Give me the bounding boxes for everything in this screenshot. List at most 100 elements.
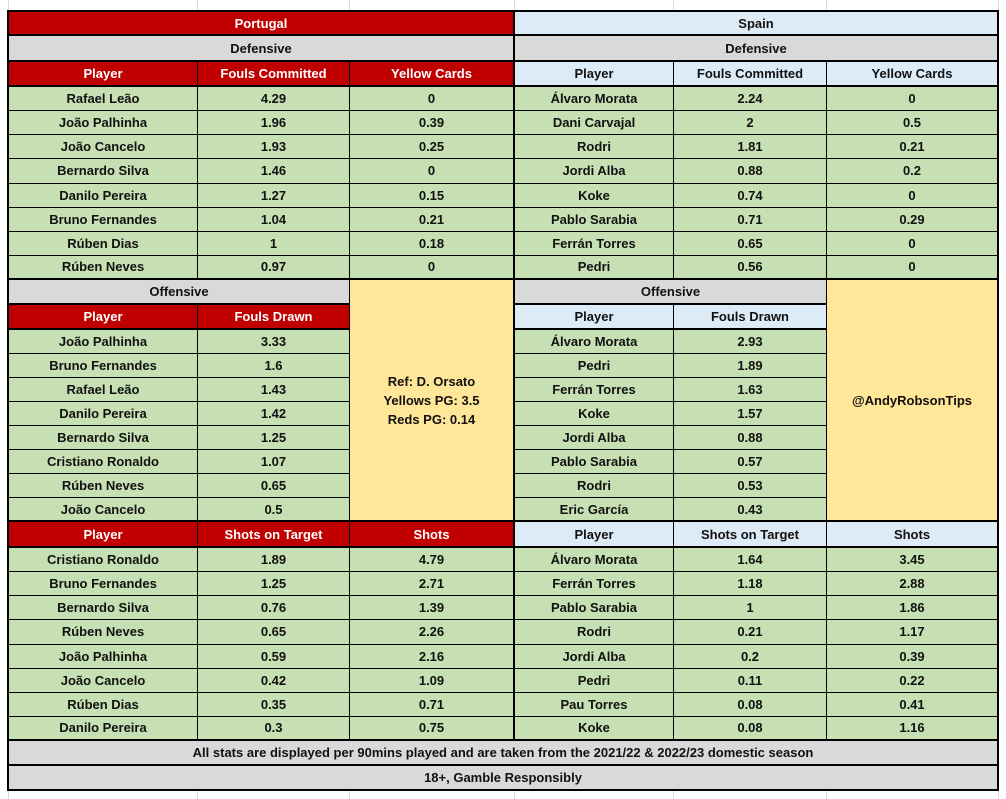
- section-label-offensive[interactable]: Offensive: [515, 280, 827, 305]
- shots-on-target-cell[interactable]: 0.11: [674, 668, 827, 693]
- referee-info-box[interactable]: Ref: D. Orsato Yellows PG: 3.5 Reds PG: …: [350, 280, 515, 522]
- player-name-cell[interactable]: Danilo Pereira: [9, 402, 198, 426]
- stats-footnote[interactable]: All stats are displayed per 90mins playe…: [9, 741, 999, 766]
- section-label-defensive[interactable]: Defensive: [515, 36, 999, 62]
- player-name-cell[interactable]: Pablo Sarabia: [515, 450, 674, 474]
- shots-on-target-cell[interactable]: 1.64: [674, 548, 827, 573]
- yellow-cards-cell[interactable]: 0.5: [827, 111, 999, 136]
- yellow-cards-cell[interactable]: 0: [827, 255, 999, 280]
- shots-on-target-cell[interactable]: 0.59: [198, 644, 350, 669]
- player-name-cell[interactable]: Bruno Fernandes: [9, 354, 198, 378]
- yellow-cards-cell[interactable]: 0: [350, 255, 515, 280]
- player-name-cell[interactable]: Ferrán Torres: [515, 378, 674, 402]
- shots-on-target-cell[interactable]: 1.25: [198, 572, 350, 597]
- player-name-cell[interactable]: Rúben Neves: [9, 620, 198, 645]
- shots-cell[interactable]: 4.79: [350, 548, 515, 573]
- shots-cell[interactable]: 3.45: [827, 548, 999, 573]
- player-name-cell[interactable]: Rafael Leão: [9, 87, 198, 112]
- shots-cell[interactable]: 1.39: [350, 596, 515, 621]
- shots-on-target-cell[interactable]: 1.18: [674, 572, 827, 597]
- player-name-cell[interactable]: Pablo Sarabia: [515, 207, 674, 232]
- column-header-player[interactable]: Player: [515, 305, 674, 330]
- shots-cell[interactable]: 2.26: [350, 620, 515, 645]
- column-header-shots[interactable]: Shots: [827, 522, 999, 548]
- fouls-committed-cell[interactable]: 0.71: [674, 207, 827, 232]
- yellow-cards-cell[interactable]: 0.2: [827, 159, 999, 184]
- fouls-drawn-cell[interactable]: 0.65: [198, 474, 350, 498]
- player-name-cell[interactable]: Bruno Fernandes: [9, 207, 198, 232]
- shots-on-target-cell[interactable]: 1.89: [198, 548, 350, 573]
- shots-cell[interactable]: 2.16: [350, 644, 515, 669]
- player-name-cell[interactable]: Álvaro Morata: [515, 548, 674, 573]
- column-header-shots-on-target[interactable]: Shots on Target: [674, 522, 827, 548]
- fouls-committed-cell[interactable]: 4.29: [198, 87, 350, 112]
- yellow-cards-cell[interactable]: 0: [827, 231, 999, 256]
- section-label-defensive[interactable]: Defensive: [9, 36, 515, 62]
- shots-on-target-cell[interactable]: 0.76: [198, 596, 350, 621]
- fouls-committed-cell[interactable]: 1.96: [198, 111, 350, 136]
- fouls-committed-cell[interactable]: 2.24: [674, 87, 827, 112]
- column-header-fouls-drawn[interactable]: Fouls Drawn: [674, 305, 827, 330]
- player-name-cell[interactable]: João Palhinha: [9, 330, 198, 354]
- fouls-drawn-cell[interactable]: 1.25: [198, 426, 350, 450]
- shots-cell[interactable]: 1.86: [827, 596, 999, 621]
- column-header-shots-on-target[interactable]: Shots on Target: [198, 522, 350, 548]
- player-name-cell[interactable]: Dani Carvajal: [515, 111, 674, 136]
- column-header-yellow-cards[interactable]: Yellow Cards: [350, 62, 515, 87]
- fouls-committed-cell[interactable]: 0.56: [674, 255, 827, 280]
- fouls-drawn-cell[interactable]: 1.07: [198, 450, 350, 474]
- player-name-cell[interactable]: João Palhinha: [9, 644, 198, 669]
- fouls-committed-cell[interactable]: 1.93: [198, 135, 350, 160]
- yellow-cards-cell[interactable]: 0: [827, 183, 999, 208]
- player-name-cell[interactable]: João Cancelo: [9, 498, 198, 522]
- shots-on-target-cell[interactable]: 0.08: [674, 692, 827, 717]
- yellow-cards-cell[interactable]: 0: [350, 87, 515, 112]
- shots-on-target-cell[interactable]: 0.08: [674, 716, 827, 741]
- player-name-cell[interactable]: Jordi Alba: [515, 159, 674, 184]
- player-name-cell[interactable]: Rodri: [515, 135, 674, 160]
- player-name-cell[interactable]: Koke: [515, 402, 674, 426]
- player-name-cell[interactable]: Cristiano Ronaldo: [9, 548, 198, 573]
- shots-cell[interactable]: 0.39: [827, 644, 999, 669]
- fouls-drawn-cell[interactable]: 0.43: [674, 498, 827, 522]
- fouls-committed-cell[interactable]: 1.46: [198, 159, 350, 184]
- player-name-cell[interactable]: Ferrán Torres: [515, 231, 674, 256]
- player-name-cell[interactable]: Danilo Pereira: [9, 716, 198, 741]
- shots-cell[interactable]: 0.22: [827, 668, 999, 693]
- fouls-drawn-cell[interactable]: 1.57: [674, 402, 827, 426]
- shots-on-target-cell[interactable]: 0.21: [674, 620, 827, 645]
- fouls-drawn-cell[interactable]: 0.88: [674, 426, 827, 450]
- player-name-cell[interactable]: Bernardo Silva: [9, 426, 198, 450]
- player-name-cell[interactable]: Álvaro Morata: [515, 87, 674, 112]
- fouls-committed-cell[interactable]: 1: [198, 231, 350, 256]
- fouls-committed-cell[interactable]: 2: [674, 111, 827, 136]
- shots-cell[interactable]: 0.71: [350, 692, 515, 717]
- player-name-cell[interactable]: Koke: [515, 183, 674, 208]
- player-name-cell[interactable]: Eric García: [515, 498, 674, 522]
- player-name-cell[interactable]: Rafael Leão: [9, 378, 198, 402]
- shots-on-target-cell[interactable]: 0.3: [198, 716, 350, 741]
- column-header-player[interactable]: Player: [9, 62, 198, 87]
- yellow-cards-cell[interactable]: 0.21: [350, 207, 515, 232]
- shots-cell[interactable]: 2.71: [350, 572, 515, 597]
- player-name-cell[interactable]: João Cancelo: [9, 668, 198, 693]
- fouls-drawn-cell[interactable]: 1.89: [674, 354, 827, 378]
- team-title-spain[interactable]: Spain: [515, 12, 999, 36]
- shots-cell[interactable]: 1.16: [827, 716, 999, 741]
- player-name-cell[interactable]: Rodri: [515, 474, 674, 498]
- shots-cell[interactable]: 0.41: [827, 692, 999, 717]
- fouls-committed-cell[interactable]: 1.27: [198, 183, 350, 208]
- yellow-cards-cell[interactable]: 0.29: [827, 207, 999, 232]
- player-name-cell[interactable]: Bernardo Silva: [9, 159, 198, 184]
- player-name-cell[interactable]: Rúben Dias: [9, 692, 198, 717]
- shots-on-target-cell[interactable]: 0.2: [674, 644, 827, 669]
- player-name-cell[interactable]: Pedri: [515, 668, 674, 693]
- player-name-cell[interactable]: Pau Torres: [515, 692, 674, 717]
- player-name-cell[interactable]: Pedri: [515, 354, 674, 378]
- yellow-cards-cell[interactable]: 0.21: [827, 135, 999, 160]
- player-name-cell[interactable]: Rúben Neves: [9, 255, 198, 280]
- shots-cell[interactable]: 0.75: [350, 716, 515, 741]
- twitter-handle-box[interactable]: @AndyRobsonTips: [827, 280, 999, 522]
- fouls-drawn-cell[interactable]: 1.6: [198, 354, 350, 378]
- shots-on-target-cell[interactable]: 1: [674, 596, 827, 621]
